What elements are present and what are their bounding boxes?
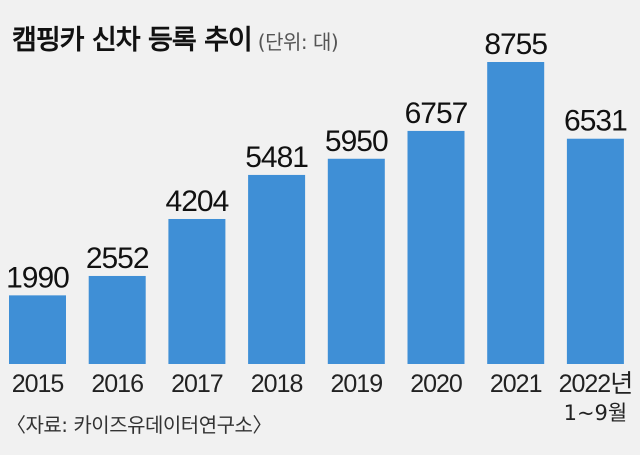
category-label-7: 2022년	[559, 370, 633, 398]
bar-7	[566, 138, 624, 364]
category-label-7-line2: 1~9월	[564, 401, 628, 425]
category-label-2: 2017	[171, 370, 223, 398]
bar-1	[88, 275, 146, 364]
category-label-0: 2015	[12, 370, 64, 398]
bar-2	[168, 218, 226, 364]
data-label-7: 6531	[564, 105, 627, 138]
bar-6	[487, 62, 545, 364]
unit-label: (단위: 대)	[257, 30, 339, 54]
category-label-1: 2016	[91, 370, 143, 398]
category-label-4: 2019	[330, 370, 382, 398]
chart-header: 캠핑카 신차 등록 추이 (단위: 대)	[12, 18, 339, 57]
chart-title: 캠핑카 신차 등록 추이	[12, 25, 253, 56]
data-label-6: 8755	[484, 28, 547, 61]
source-note: 〈자료: 카이즈유데이터연구소〉	[6, 413, 272, 437]
category-label-3: 2018	[251, 370, 303, 398]
data-label-4: 5950	[325, 125, 388, 158]
data-label-0: 1990	[6, 261, 69, 294]
bar-4	[327, 158, 385, 364]
data-label-1: 2552	[86, 242, 149, 275]
bar-3	[248, 174, 306, 364]
bar-5	[407, 130, 465, 364]
data-label-5: 6757	[405, 97, 468, 130]
category-label-6: 2021	[490, 370, 542, 398]
bar-0	[9, 295, 66, 364]
data-label-2: 4204	[166, 185, 229, 218]
data-label-3: 5481	[245, 141, 308, 174]
category-label-5: 2020	[410, 370, 462, 398]
